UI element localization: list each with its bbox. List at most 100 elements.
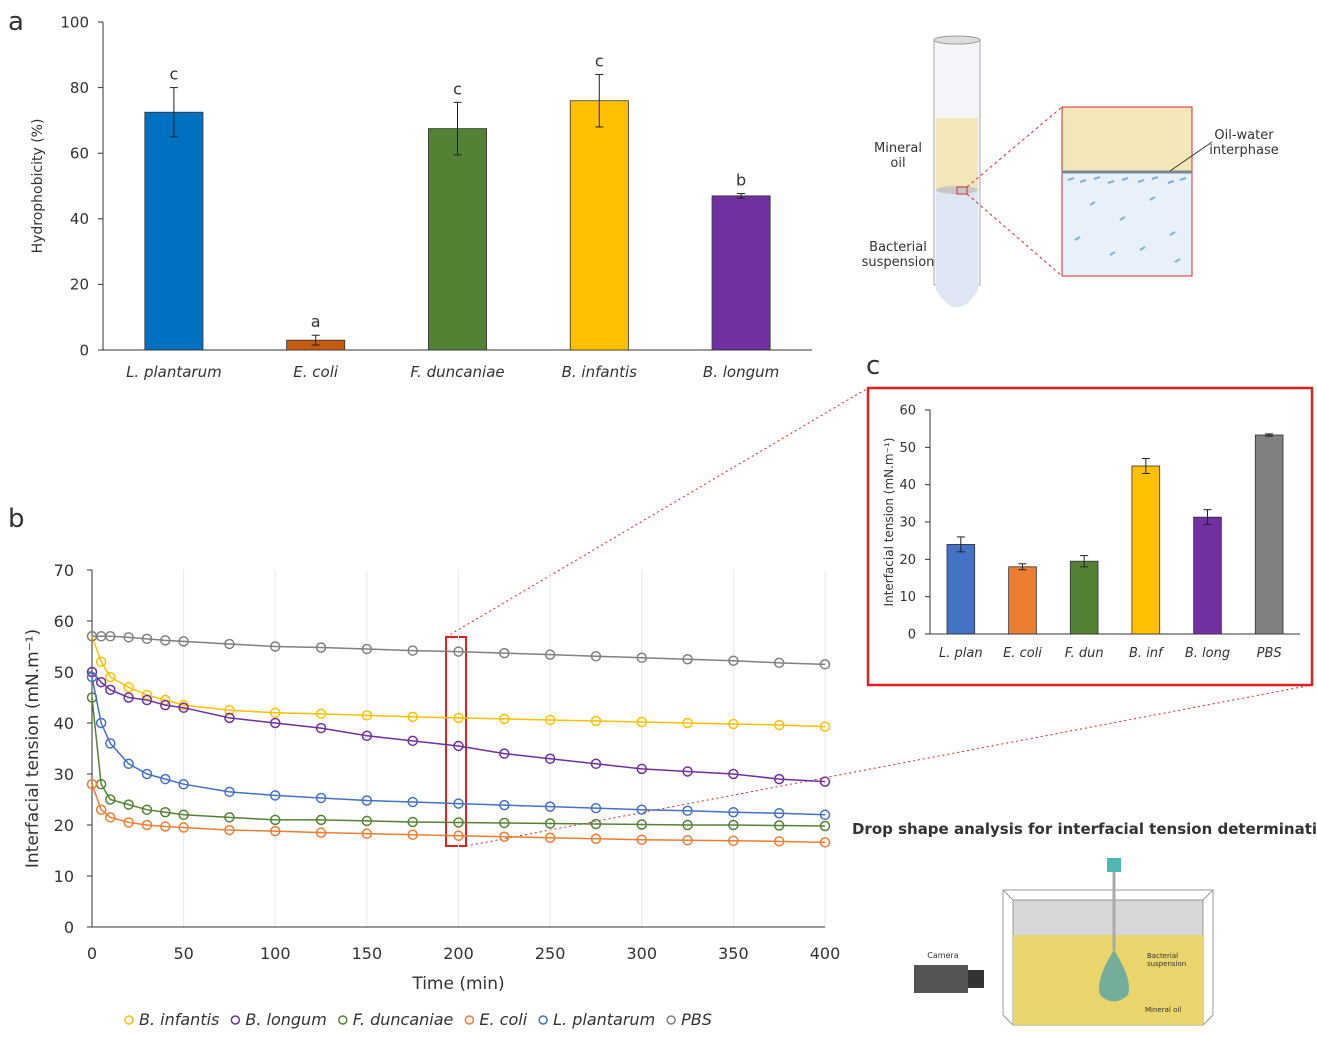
diagram-title: Drop shape analysis for interfacial tens… bbox=[852, 820, 1317, 838]
data-point bbox=[160, 773, 171, 785]
bar bbox=[144, 111, 204, 351]
data-point bbox=[773, 773, 785, 785]
data-point bbox=[636, 804, 647, 815]
data-point bbox=[544, 649, 556, 660]
legend-marker bbox=[666, 1015, 676, 1025]
highlight-box bbox=[445, 636, 467, 847]
panel-letter: a bbox=[8, 7, 24, 37]
data-point bbox=[95, 717, 107, 729]
data-point bbox=[270, 790, 281, 801]
data-point bbox=[407, 645, 418, 656]
legend-marker bbox=[464, 1015, 475, 1025]
data-point bbox=[178, 809, 189, 821]
legend-marker bbox=[538, 1015, 548, 1025]
data-point bbox=[270, 707, 281, 719]
drop bbox=[1098, 950, 1130, 1002]
y-tick-label: 80 bbox=[70, 79, 89, 97]
data-point bbox=[728, 655, 739, 667]
x-tick-label: L. plan bbox=[939, 646, 983, 661]
error-bar bbox=[1141, 458, 1150, 474]
data-point bbox=[407, 711, 418, 723]
legend-label: E. coli bbox=[479, 1010, 527, 1029]
data-point bbox=[224, 712, 235, 724]
y-tick-label: 10 bbox=[899, 590, 916, 605]
significance-letter: b bbox=[736, 171, 746, 190]
data-point bbox=[819, 837, 831, 848]
data-point bbox=[270, 814, 281, 826]
data-point bbox=[95, 676, 107, 688]
data-point bbox=[361, 828, 373, 839]
data-point bbox=[141, 694, 153, 706]
y-tick-label: 0 bbox=[64, 918, 74, 937]
bacteria bbox=[1067, 176, 1187, 263]
x-tick-label: 150 bbox=[352, 944, 383, 963]
data-point bbox=[160, 807, 171, 818]
data-point bbox=[123, 758, 134, 770]
significance-letter: c bbox=[170, 65, 179, 84]
legend-label: L. plantarum bbox=[553, 1010, 655, 1029]
x-tick-label: 50 bbox=[173, 944, 193, 963]
data-point bbox=[178, 702, 189, 713]
data-point bbox=[773, 808, 785, 819]
data-point bbox=[453, 830, 464, 841]
zoom-spot bbox=[956, 186, 968, 195]
x-tick-label: 100 bbox=[260, 944, 291, 963]
bar bbox=[1131, 465, 1161, 635]
x-tick-label: B. longum bbox=[703, 363, 779, 381]
data-point bbox=[453, 817, 464, 828]
data-point bbox=[361, 795, 373, 806]
y-axis-title: Interfacial tension (mN.m⁻¹) bbox=[882, 438, 896, 607]
data-point bbox=[407, 816, 418, 828]
data-point bbox=[105, 738, 116, 749]
data-point bbox=[728, 835, 739, 847]
x-tick-label: 250 bbox=[535, 944, 566, 963]
data-point bbox=[682, 717, 693, 729]
x-tick-label: 200 bbox=[443, 944, 474, 963]
data-point bbox=[141, 768, 153, 780]
data-point bbox=[105, 631, 116, 642]
y-tick-label: 30 bbox=[899, 516, 916, 531]
x-tick-label: E. coli bbox=[1003, 646, 1042, 661]
data-point bbox=[86, 666, 98, 678]
needle-head bbox=[1107, 858, 1121, 872]
data-point bbox=[95, 804, 107, 815]
data-point bbox=[819, 809, 831, 821]
tube-rim bbox=[933, 35, 981, 45]
label: Bacterial suspension bbox=[1147, 952, 1186, 968]
pointer bbox=[1169, 141, 1213, 172]
data-point bbox=[407, 735, 418, 747]
panel-letter: b bbox=[8, 504, 25, 534]
legend-label: B. longum bbox=[245, 1010, 326, 1029]
data-point bbox=[590, 715, 602, 727]
data-point bbox=[636, 763, 647, 775]
y-tick-label: 60 bbox=[899, 404, 916, 419]
bar bbox=[1254, 434, 1284, 635]
y-tick-label: 0 bbox=[908, 628, 916, 643]
data-point bbox=[270, 641, 281, 652]
significance-letter: a bbox=[311, 312, 321, 331]
x-tick-label: B. infantis bbox=[562, 363, 638, 381]
y-tick-label: 0 bbox=[79, 341, 89, 359]
data-point bbox=[819, 721, 831, 732]
data-point bbox=[315, 814, 327, 826]
x-tick-label: 400 bbox=[810, 944, 841, 963]
label: Mineral oil bbox=[874, 141, 922, 171]
camera-body bbox=[914, 965, 968, 993]
error-bar bbox=[1265, 433, 1274, 437]
bar bbox=[946, 544, 976, 635]
zoom-line bbox=[465, 684, 1313, 847]
data-point bbox=[819, 776, 831, 787]
data-point bbox=[178, 822, 189, 833]
data-point bbox=[315, 827, 327, 838]
y-tick-label: 60 bbox=[54, 612, 74, 631]
camera-lens bbox=[968, 970, 984, 988]
data-point bbox=[315, 708, 327, 720]
data-point bbox=[819, 820, 831, 832]
data-point bbox=[105, 684, 116, 696]
data-point bbox=[361, 710, 373, 721]
label: Camera bbox=[927, 951, 958, 960]
bar bbox=[1008, 566, 1037, 635]
error-bar bbox=[1080, 555, 1089, 568]
